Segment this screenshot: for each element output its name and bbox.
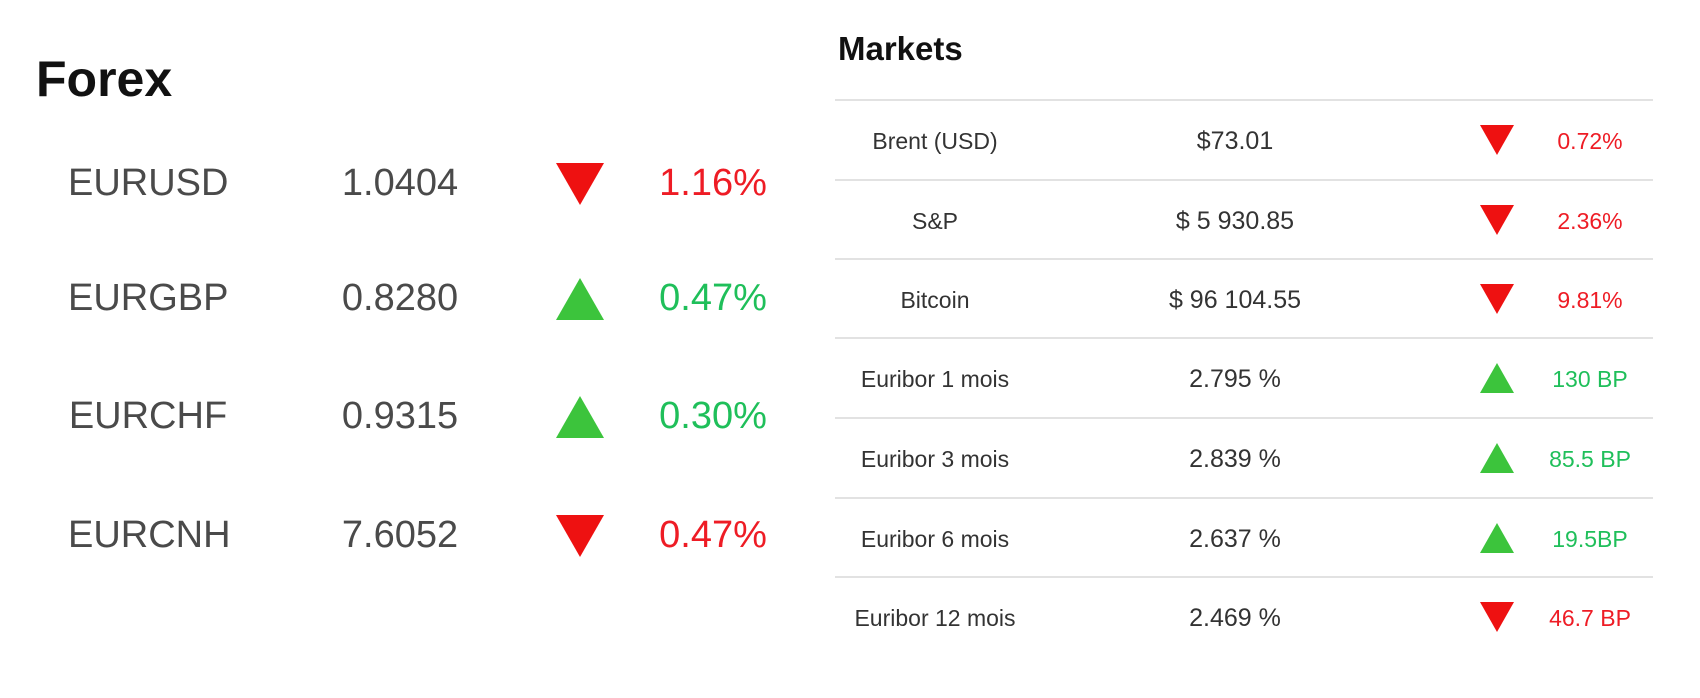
forex-rate: 7.6052	[341, 514, 459, 556]
markets-row: Brent (USD) $73.01 0.72%	[835, 101, 1653, 181]
market-value: $ 5 930.85	[1175, 207, 1295, 235]
forex-rate: 0.8280	[341, 277, 459, 319]
market-name: Brent (USD)	[872, 128, 998, 154]
triangle-up-icon	[556, 278, 604, 320]
forex-row: EURGBP 0.8280 0.47%	[0, 268, 780, 328]
forex-pair: EURCHF	[68, 395, 228, 437]
row-divider	[835, 99, 1653, 101]
markets-row: Euribor 1 mois 2.795 % 130 BP	[835, 339, 1653, 419]
market-value: 2.469 %	[1189, 604, 1281, 632]
forex-change: 0.47%	[659, 277, 767, 319]
forex-change: 1.16%	[659, 162, 767, 204]
markets-row: Bitcoin $ 96 104.55 9.81%	[835, 260, 1653, 340]
row-divider	[835, 417, 1653, 419]
triangle-down-icon	[1480, 284, 1514, 314]
forex-title: Forex	[36, 51, 173, 107]
forex-row: EURCHF 0.9315 0.30%	[0, 386, 780, 446]
market-change: 0.72%	[1557, 128, 1623, 154]
row-divider	[835, 179, 1653, 181]
market-change: 130 BP	[1552, 366, 1628, 392]
triangle-down-icon	[1480, 602, 1514, 632]
market-change: 85.5 BP	[1549, 446, 1631, 472]
forex-row: EURCNH 7.6052 0.47%	[0, 505, 780, 565]
markets-row: Euribor 12 mois 2.469 % 46.7 BP	[835, 578, 1653, 658]
markets-row: Euribor 3 mois 2.839 % 85.5 BP	[835, 419, 1653, 499]
markets-row: Euribor 6 mois 2.637 % 19.5BP	[835, 499, 1653, 579]
row-divider	[835, 258, 1653, 260]
triangle-up-icon	[1480, 363, 1514, 393]
forex-rate: 0.9315	[341, 395, 459, 437]
markets-title: Markets	[838, 30, 963, 67]
triangle-down-icon	[1480, 125, 1514, 155]
row-divider	[835, 576, 1653, 578]
market-name: Euribor 1 mois	[860, 366, 1010, 392]
forex-change: 0.47%	[659, 514, 767, 556]
triangle-up-icon	[1480, 443, 1514, 473]
row-divider	[835, 337, 1653, 339]
market-name: Euribor 6 mois	[860, 526, 1010, 552]
forex-pair: EURGBP	[68, 277, 229, 319]
market-name: Euribor 12 mois	[854, 605, 1016, 631]
market-value: $ 96 104.55	[1168, 286, 1302, 314]
forex-row: EURUSD 1.0404 1.16%	[0, 153, 780, 213]
triangle-down-icon	[556, 163, 604, 205]
forex-pair: EURUSD	[68, 162, 229, 204]
market-value: 2.839 %	[1189, 445, 1281, 473]
market-value: 2.795 %	[1189, 365, 1281, 393]
market-change: 9.81%	[1557, 287, 1623, 313]
triangle-up-icon	[1480, 523, 1514, 553]
triangle-up-icon	[556, 396, 604, 438]
market-name: S&P	[911, 208, 959, 234]
market-change: 46.7 BP	[1549, 605, 1631, 631]
market-change: 19.5BP	[1552, 526, 1628, 552]
triangle-down-icon	[556, 515, 604, 557]
forex-rate: 1.0404	[341, 162, 459, 204]
market-change: 2.36%	[1557, 208, 1623, 234]
market-name: Euribor 3 mois	[860, 446, 1010, 472]
market-name: Bitcoin	[900, 287, 970, 313]
market-value: 2.637 %	[1189, 525, 1281, 553]
markets-row: S&P $ 5 930.85 2.36%	[835, 181, 1653, 261]
triangle-down-icon	[1480, 205, 1514, 235]
forex-change: 0.30%	[659, 395, 767, 437]
row-divider	[835, 497, 1653, 499]
forex-pair: EURCNH	[68, 514, 231, 556]
market-value: $73.01	[1196, 127, 1274, 155]
